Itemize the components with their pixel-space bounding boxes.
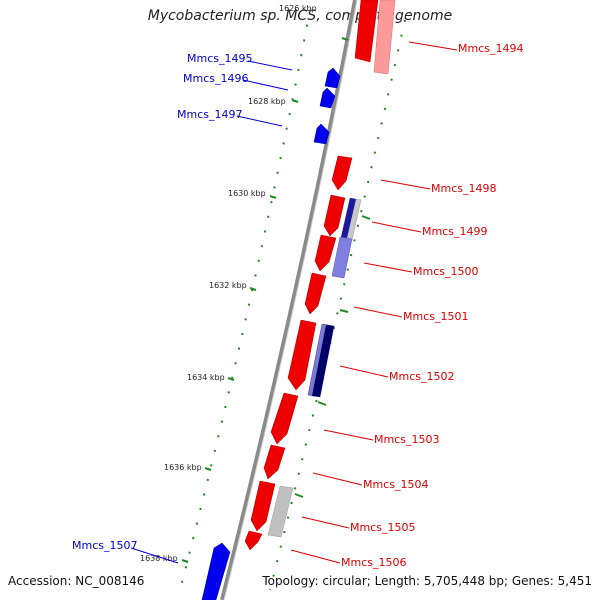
gene-label-1507[interactable]: Mmcs_1507 (72, 539, 137, 552)
auxiliary-features (267, 197, 362, 538)
gene-label-1502[interactable]: Mmcs_1502 (389, 370, 454, 383)
gene-label-1497[interactable]: Mmcs_1497 (177, 108, 242, 121)
gene-arrow-1499[interactable] (323, 194, 346, 237)
right-label-connectors (290, 41, 458, 564)
gene-label-1496[interactable]: Mmcs_1496 (183, 72, 248, 85)
gene-label-1506[interactable]: Mmcs_1506 (341, 556, 406, 569)
inner-tick-track (179, 9, 311, 591)
feature-grey-1505[interactable] (267, 485, 294, 538)
gene-label-1499[interactable]: Mmcs_1499 (422, 225, 487, 238)
gene-label-1501[interactable]: Mmcs_1501 (403, 310, 468, 323)
gene-label-1504[interactable]: Mmcs_1504 (363, 478, 428, 491)
tick-label-1628: 1628 kbp (248, 97, 286, 106)
gene-arrow-1494b[interactable] (373, 0, 396, 75)
gene-arrow-1503[interactable] (270, 392, 299, 445)
gene-label-1500[interactable]: Mmcs_1500 (413, 265, 478, 278)
gene-arrow-1502[interactable] (287, 319, 317, 391)
gene-arrow-1498[interactable] (331, 155, 353, 191)
feature-blue-1500[interactable] (331, 236, 353, 279)
gene-arrow-1501[interactable] (304, 272, 327, 315)
gene-arrow-1504[interactable] (263, 444, 286, 480)
gene-label-1495[interactable]: Mmcs_1495 (187, 52, 252, 65)
gene-arrow-1496[interactable] (319, 87, 336, 109)
gene-label-1498[interactable]: Mmcs_1498 (431, 182, 496, 195)
accession-text: Accession: NC_008146 (8, 574, 145, 588)
genome-summary-text: Topology: circular; Length: 5,705,448 bp… (262, 574, 592, 588)
tick-label-1632: 1632 kbp (209, 281, 247, 290)
gene-arrow-1506[interactable] (244, 530, 263, 551)
left-label-connectors (130, 60, 293, 564)
tick-label-1636: 1636 kbp (164, 463, 202, 472)
tick-label-1626: 1626 kbp (279, 4, 317, 13)
gene-label-1505[interactable]: Mmcs_1505 (350, 521, 415, 534)
gene-label-1494[interactable]: Mmcs_1494 (458, 42, 523, 55)
genome-backbone (220, 0, 357, 600)
gene-arrow-1495[interactable] (324, 67, 341, 89)
tick-label-1630: 1630 kbp (228, 189, 266, 198)
plus-strand-genes (244, 0, 396, 551)
gene-arrow-1497[interactable] (313, 123, 330, 145)
tick-label-1638: 1638 kbp (140, 554, 178, 563)
feature-darkblue-1502[interactable] (312, 325, 334, 397)
minus-strand-genes (201, 67, 341, 600)
gene-arrow-1494a[interactable] (354, 0, 379, 63)
genome-backbone-highlight (223, 0, 358, 600)
gene-arrow-1507[interactable] (201, 542, 231, 600)
tick-label-1634: 1634 kbp (187, 373, 225, 382)
gene-arrow-1505[interactable] (250, 480, 276, 532)
feature-darkblue-1499[interactable] (341, 198, 356, 238)
major-ticks (181, 37, 371, 563)
gene-label-1503[interactable]: Mmcs_1503 (374, 433, 439, 446)
gene-arrow-1500[interactable] (314, 234, 337, 272)
